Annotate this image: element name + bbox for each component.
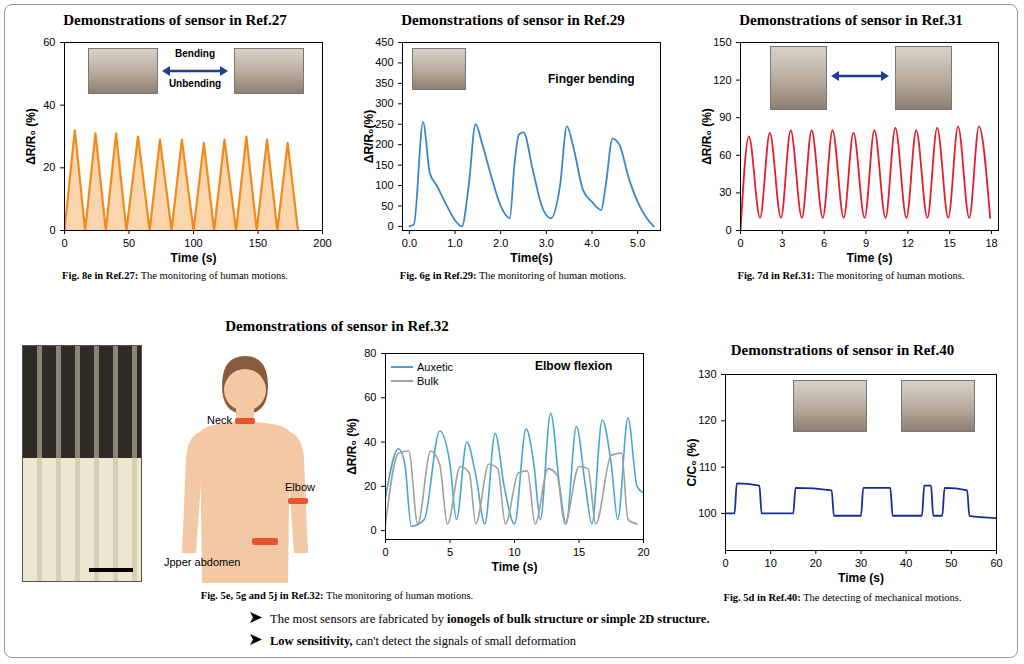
html-text:Fig. 6g in Ref.29: The monitor: Fig. 6g in Ref.29: The monitoring of hum… — [399, 270, 627, 281]
svg-text:ΔR/R₀(%): ΔR/R₀(%) — [362, 110, 376, 163]
html-text:The most sensors are fabricate: The most sensors are fabricated by ionog… — [270, 612, 710, 626]
svg-text:0: 0 — [725, 224, 731, 236]
svg-text:Time (s): Time (s) — [838, 571, 884, 585]
html-text:Demonstrations of sensor in Re: Demonstrations of sensor in Ref.32 — [225, 318, 449, 334]
svg-text:0: 0 — [382, 546, 388, 558]
svg-text:ΔR/R₀ (%): ΔR/R₀ (%) — [24, 108, 38, 165]
svg-text:20: 20 — [364, 480, 376, 492]
html-text:Low sensitivity, can't detect: Low sensitivity, can't detect the signal… — [270, 634, 576, 648]
svg-text:60: 60 — [990, 557, 1002, 569]
svg-text:Neck: Neck — [207, 414, 233, 426]
svg-text:400: 400 — [375, 56, 393, 68]
svg-text:2.0: 2.0 — [493, 237, 508, 249]
svg-text:150: 150 — [375, 159, 393, 171]
svg-text:110: 110 — [699, 461, 717, 473]
svg-text:3.0: 3.0 — [539, 237, 554, 249]
html-text:Bending: Bending — [175, 48, 215, 59]
svg-text:0: 0 — [370, 524, 376, 536]
html-text:Fig. 7d in Ref.31: The monitor: Fig. 7d in Ref.31: The monitoring of hum… — [737, 270, 965, 281]
svg-text:Time (s): Time (s) — [847, 251, 893, 265]
svg-text:60: 60 — [43, 36, 55, 48]
svg-text:ΔR/R₀ (%): ΔR/R₀ (%) — [345, 418, 359, 475]
svg-text:12: 12 — [902, 237, 914, 249]
svg-text:Elbow: Elbow — [285, 481, 315, 493]
svg-text:40: 40 — [43, 99, 55, 111]
svg-text:350: 350 — [375, 77, 393, 89]
svg-text:150: 150 — [249, 237, 267, 249]
html-text:Unbending: Unbending — [168, 78, 222, 89]
svg-text:20: 20 — [810, 557, 822, 569]
svg-text:15: 15 — [573, 546, 585, 558]
svg-text:15: 15 — [944, 237, 956, 249]
svg-text:10: 10 — [765, 557, 777, 569]
svg-text:C/C₀ (%): C/C₀ (%) — [685, 438, 699, 486]
svg-text:130: 130 — [698, 368, 716, 380]
svg-text:5: 5 — [447, 546, 453, 558]
svg-text:60: 60 — [719, 149, 731, 161]
svg-text:200: 200 — [375, 138, 393, 150]
html-text:Demonstrations of sensor in Re: Demonstrations of sensor in Ref.31 — [739, 12, 963, 28]
svg-text:50: 50 — [123, 237, 135, 249]
html-text:Demonstrations of sensor in Re: Demonstrations of sensor in Ref.40 — [730, 342, 955, 358]
svg-text:0: 0 — [49, 224, 55, 236]
html-text:Finger bending: Finger bending — [548, 72, 635, 86]
svg-text:250: 250 — [375, 118, 393, 130]
svg-text:0: 0 — [737, 237, 743, 249]
svg-text:0: 0 — [722, 557, 728, 569]
svg-text:10: 10 — [508, 546, 520, 558]
svg-text:6: 6 — [821, 237, 827, 249]
html-text:Demonstrations of sensor in Re: Demonstrations of sensor in Ref.29 — [401, 12, 625, 28]
html-text:Fig. 5e, 5g and 5j in Ref.32:: Fig. 5e, 5g and 5j in Ref.32: The monito… — [200, 590, 474, 601]
svg-text:Time (s): Time (s) — [171, 251, 217, 265]
svg-text:40: 40 — [900, 557, 912, 569]
svg-text:100: 100 — [698, 507, 716, 519]
html-text:Fig. 8e in Ref.27: The monitor: Fig. 8e in Ref.27: The monitoring of hum… — [62, 270, 288, 281]
svg-text:300: 300 — [375, 97, 393, 109]
html-text:Elbow flexion: Elbow flexion — [535, 359, 613, 373]
svg-text:100: 100 — [184, 237, 202, 249]
svg-text:90: 90 — [719, 111, 731, 123]
svg-text:30: 30 — [719, 186, 731, 198]
svg-text:18: 18 — [985, 237, 997, 249]
svg-text:50: 50 — [945, 557, 957, 569]
svg-text:4.0: 4.0 — [584, 237, 599, 249]
svg-text:120: 120 — [698, 414, 716, 426]
svg-text:0: 0 — [61, 237, 67, 249]
svg-text:Jpper abdomen: Jpper abdomen — [164, 556, 240, 568]
svg-text:200: 200 — [313, 237, 331, 249]
html-text:Fig. 5d in Ref.40: The detecti: Fig. 5d in Ref.40: The detecting of mech… — [723, 592, 962, 603]
svg-text:5.0: 5.0 — [630, 237, 645, 249]
svg-text:ΔR/R₀ (%): ΔR/R₀ (%) — [700, 108, 714, 165]
html-text:Demonstrations of sensor in Re: Demonstrations of sensor in Ref.27 — [63, 12, 287, 28]
html-text:Auxetic: Auxetic — [417, 361, 454, 374]
svg-text:100: 100 — [375, 179, 393, 191]
svg-text:1.0: 1.0 — [447, 237, 462, 249]
svg-text:0: 0 — [387, 220, 393, 232]
svg-text:0.0: 0.0 — [402, 237, 417, 249]
html-text:Bulk: Bulk — [417, 375, 439, 388]
svg-text:120: 120 — [713, 74, 731, 86]
svg-text:40: 40 — [364, 436, 376, 448]
svg-text:450: 450 — [375, 36, 393, 48]
svg-text:3: 3 — [779, 237, 785, 249]
svg-text:9: 9 — [863, 237, 869, 249]
svg-text:60: 60 — [364, 391, 376, 403]
svg-text:Time (s): Time (s) — [492, 560, 538, 574]
svg-text:80: 80 — [364, 347, 376, 359]
svg-text:Time(s): Time(s) — [510, 251, 552, 265]
svg-text:30: 30 — [855, 557, 867, 569]
svg-text:150: 150 — [713, 36, 731, 48]
svg-text:50: 50 — [381, 199, 393, 211]
svg-text:20: 20 — [43, 161, 55, 173]
svg-text:20: 20 — [637, 546, 649, 558]
